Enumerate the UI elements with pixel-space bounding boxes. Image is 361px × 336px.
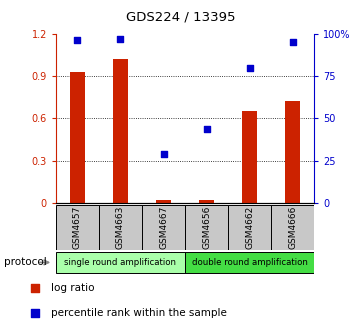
Bar	[271, 205, 314, 250]
Bar	[99, 205, 142, 250]
Bar	[242, 111, 257, 203]
Text: GSM4657: GSM4657	[73, 206, 82, 249]
Bar	[199, 201, 214, 203]
Bar	[70, 72, 85, 203]
Point	[75, 38, 81, 43]
Bar	[142, 205, 185, 250]
Point	[32, 286, 38, 291]
Point	[290, 39, 295, 45]
Point	[247, 65, 252, 70]
Text: GSM4663: GSM4663	[116, 206, 125, 249]
Text: GSM4667: GSM4667	[159, 206, 168, 249]
Text: log ratio: log ratio	[51, 284, 95, 293]
Bar	[56, 205, 99, 250]
Bar	[156, 201, 171, 203]
Point	[118, 36, 123, 41]
Bar	[56, 252, 185, 273]
Text: protocol: protocol	[4, 257, 46, 267]
Text: single round amplification: single round amplification	[65, 258, 177, 267]
Point	[161, 152, 166, 157]
Text: GSM4656: GSM4656	[202, 206, 211, 249]
Bar	[113, 59, 128, 203]
Bar	[185, 252, 314, 273]
Point	[204, 126, 209, 131]
Text: double round amplification: double round amplification	[192, 258, 308, 267]
Bar	[185, 205, 228, 250]
Bar	[228, 205, 271, 250]
Point	[32, 310, 38, 316]
Text: GSM4662: GSM4662	[245, 206, 254, 249]
Text: GSM4666: GSM4666	[288, 206, 297, 249]
Bar	[285, 101, 300, 203]
Text: percentile rank within the sample: percentile rank within the sample	[51, 308, 227, 318]
Text: GDS224 / 13395: GDS224 / 13395	[126, 10, 235, 23]
